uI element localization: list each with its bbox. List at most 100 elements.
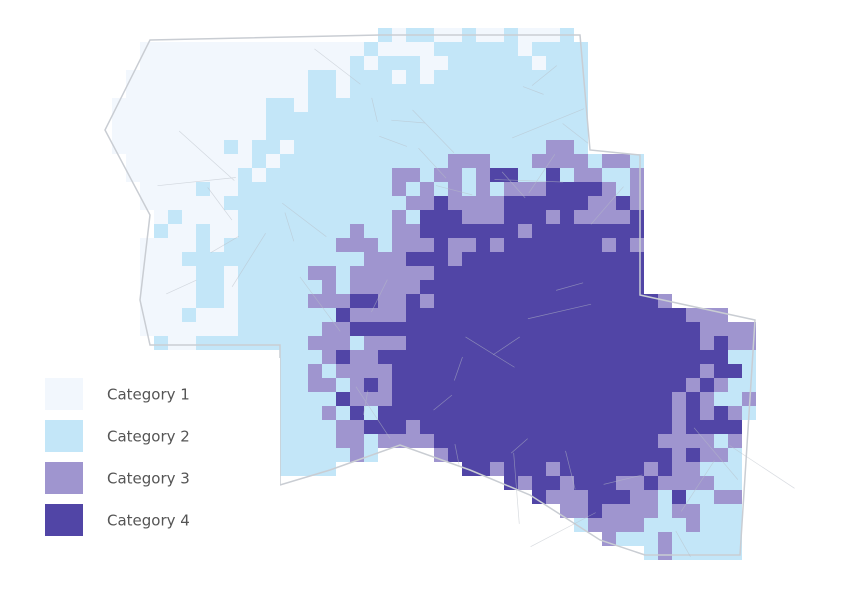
map-cell [518, 420, 532, 434]
map-cell [378, 364, 392, 378]
map-cell [518, 112, 532, 126]
map-cell [336, 378, 350, 392]
map-cell [364, 224, 378, 238]
map-cell [126, 140, 140, 154]
map-cell [588, 350, 602, 364]
map-cell [364, 182, 378, 196]
map-cell [672, 350, 686, 364]
road [527, 303, 592, 320]
map-cell [658, 462, 672, 476]
map-cell [588, 420, 602, 434]
map-cell [210, 210, 224, 224]
map-cell [616, 210, 630, 224]
map-cell [602, 462, 616, 476]
map-cell [294, 196, 308, 210]
map-cell [574, 196, 588, 210]
map-cell [210, 84, 224, 98]
map-cell [588, 182, 602, 196]
map-cell [196, 308, 210, 322]
map-cell [700, 378, 714, 392]
road [522, 86, 544, 95]
map-cell [322, 266, 336, 280]
map-cell [182, 56, 196, 70]
map-cell [350, 140, 364, 154]
map-cell [490, 154, 504, 168]
map-cell [322, 84, 336, 98]
map-cell [546, 364, 560, 378]
map-cell [630, 196, 644, 210]
map-cell [476, 70, 490, 84]
map-cell [630, 476, 644, 490]
map-cell [434, 56, 448, 70]
map-cell [462, 406, 476, 420]
map-cell [588, 322, 602, 336]
map-cell [364, 266, 378, 280]
map-cell [490, 378, 504, 392]
map-cell [378, 252, 392, 266]
map-cell [490, 84, 504, 98]
map-cell [490, 238, 504, 252]
map-cell [448, 280, 462, 294]
legend-label: Category 3 [107, 470, 190, 488]
road [531, 65, 557, 86]
map-cell [546, 98, 560, 112]
map-cell [462, 140, 476, 154]
map-cell [154, 308, 168, 322]
map-cell [434, 112, 448, 126]
map-cell [252, 336, 266, 350]
map-cell [406, 364, 420, 378]
map-cell [182, 266, 196, 280]
road [166, 279, 197, 295]
map-cell [672, 518, 686, 532]
map-cell [686, 350, 700, 364]
map-cell [238, 322, 252, 336]
map-cell [504, 252, 518, 266]
map-cell [504, 98, 518, 112]
map-cell [308, 238, 322, 252]
road [465, 336, 515, 368]
map-cell [532, 196, 546, 210]
map-cell [574, 56, 588, 70]
map-cell [462, 196, 476, 210]
map-cell [280, 448, 294, 462]
map-cell [504, 42, 518, 56]
map-cell [364, 322, 378, 336]
map-cell [238, 154, 252, 168]
map-cell [546, 252, 560, 266]
map-cell [462, 294, 476, 308]
map-cell [392, 126, 406, 140]
map-cell [546, 322, 560, 336]
map-cell [616, 308, 630, 322]
map-cell [490, 434, 504, 448]
map-cell [616, 168, 630, 182]
map-cell [532, 490, 546, 504]
map-cell [462, 322, 476, 336]
map-cell [350, 434, 364, 448]
map-cell [602, 154, 616, 168]
map-cell [406, 420, 420, 434]
map-cell [546, 70, 560, 84]
map-cell [392, 140, 406, 154]
map-cell [728, 364, 742, 378]
road [284, 212, 295, 242]
map-cell [364, 406, 378, 420]
map-cell [546, 350, 560, 364]
map-cell [504, 378, 518, 392]
map-cell [266, 182, 280, 196]
map-cell [448, 294, 462, 308]
map-cell [308, 308, 322, 322]
map-cell [448, 308, 462, 322]
map-cell [224, 182, 238, 196]
map-cell [420, 42, 434, 56]
map-cell [532, 266, 546, 280]
map-cell [336, 420, 350, 434]
map-cell [210, 42, 224, 56]
map-cell [672, 476, 686, 490]
map-cell [308, 70, 322, 84]
map-cell [476, 294, 490, 308]
map-cell [616, 182, 630, 196]
map-cell [448, 406, 462, 420]
map-cell [462, 84, 476, 98]
road [435, 185, 473, 196]
map-cell [518, 476, 532, 490]
